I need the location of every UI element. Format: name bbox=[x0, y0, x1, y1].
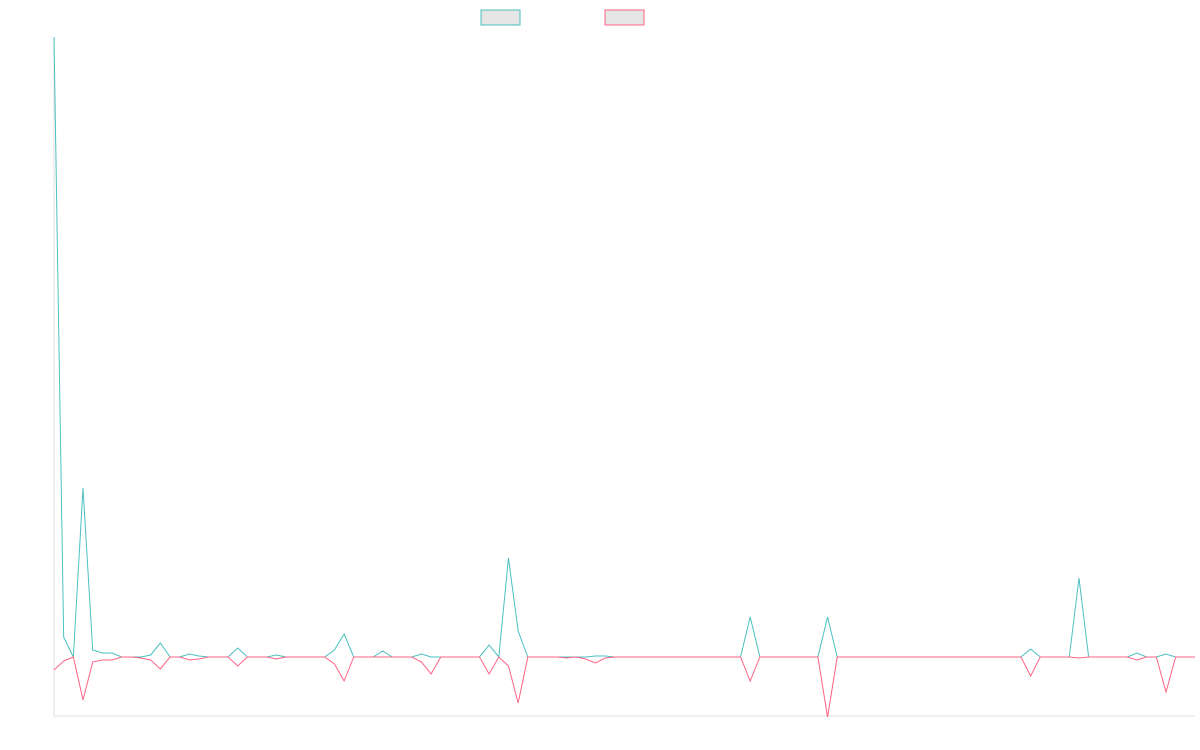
series-line bbox=[53, 656, 1195, 718]
series-line bbox=[53, 36, 1195, 659]
legend-swatch bbox=[480, 9, 521, 26]
legend-swatch bbox=[604, 9, 645, 26]
